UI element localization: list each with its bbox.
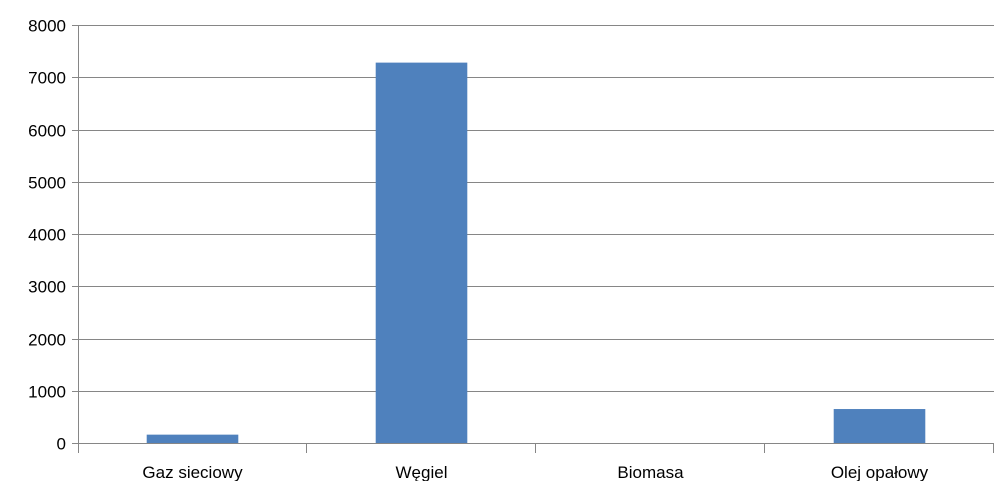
x-tick-label: Węgiel [396, 463, 448, 481]
y-tick-label: 6000 [28, 122, 66, 141]
bar-4 [833, 409, 926, 443]
bar-2 [375, 62, 468, 444]
bars [146, 62, 926, 444]
axes [72, 25, 994, 453]
x-tick-label: Olej opałowy [831, 463, 929, 481]
y-tick-label: 7000 [28, 69, 66, 88]
x-tick-label: Biomasa [617, 463, 684, 481]
y-tick-label: 0 [57, 435, 66, 454]
y-tick-label: 8000 [28, 17, 66, 36]
gridlines [78, 25, 994, 392]
y-tick-labels: 0 1000 2000 3000 4000 5000 6000 7000 8000 [28, 17, 66, 454]
x-tick-labels: Gaz sieciowy Węgiel Biomasa Olej opałowy [142, 463, 928, 481]
y-tick-label: 1000 [28, 383, 66, 402]
bar-1 [146, 434, 239, 443]
y-tick-label: 2000 [28, 331, 66, 350]
y-tick-label: 4000 [28, 226, 66, 245]
y-tick-label: 3000 [28, 278, 66, 297]
x-tick-label: Gaz sieciowy [142, 463, 243, 481]
y-tick-label: 5000 [28, 174, 66, 193]
